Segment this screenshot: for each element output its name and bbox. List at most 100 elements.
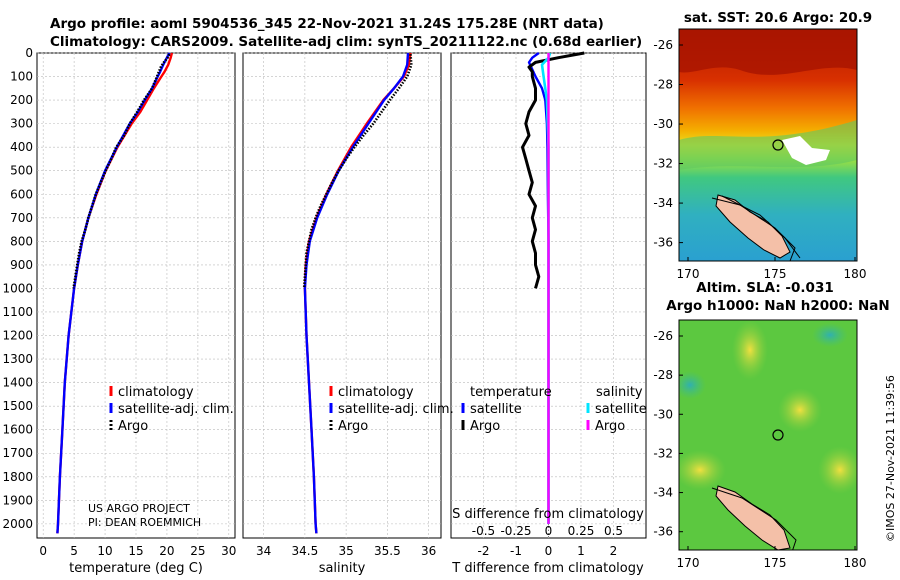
map-y-tick-label: -30	[653, 117, 673, 131]
sal-legend-argo-label: Argo	[338, 419, 368, 434]
temperature-legend: climatology satellite-adj. clim. Argo	[109, 385, 234, 434]
top-tick-label: -0.25	[500, 524, 531, 538]
x-tick-label: 35	[338, 544, 353, 558]
temperature-xlabel: temperature (deg C)	[69, 561, 203, 576]
difference-legend: temperature satellite Argo salinity sate…	[461, 385, 647, 434]
x-tick-label: 2	[610, 544, 618, 558]
legend-t-satellite-label: satellite	[470, 402, 522, 417]
difference-top-xlabel: S difference from climatology	[452, 507, 644, 522]
map-y-tick-label: -32	[653, 157, 673, 171]
sal-legend-climatology-label: climatology	[338, 385, 414, 400]
salinity-legend: climatology satellite-adj. clim. Argo	[329, 385, 454, 434]
salinity-panel-frame	[242, 52, 442, 539]
map-y-tick-label: -36	[653, 236, 673, 250]
sst-map: sat. SST: 20.6 Argo: 20.9 -26 -28 -30 -32 -3…	[653, 10, 872, 281]
sst-map-frame	[678, 28, 858, 262]
imos-stamp: ©IMOS 27-Nov-2021 11:39:56	[884, 375, 897, 542]
legend-t-argo-label: Argo	[470, 419, 500, 434]
difference-panel: -2 -1 0 1 2-0.5 -0.25 0 0.25 0.5 T difference fr…	[450, 51, 647, 576]
y-tick-label: 1000	[2, 281, 33, 295]
salinity-panel: 34 34.5 35 35.5 36 salinity climatology sate…	[242, 52, 454, 576]
map-y-tick-label: -34	[653, 196, 673, 210]
y-tick-label: 2000	[2, 517, 33, 531]
x-tick-label: 5	[70, 544, 78, 558]
sla-map-title-1: Altim. SLA: -0.031	[696, 280, 833, 296]
sst-map-title: sat. SST: 20.6 Argo: 20.9	[684, 10, 872, 26]
map-y-tick-label: -30	[653, 407, 673, 421]
map-y-tick-label: -34	[653, 486, 673, 500]
y-tick-label: 1300	[2, 352, 33, 366]
x-tick-label: 30	[221, 544, 236, 558]
y-tick-label: 900	[10, 258, 33, 272]
x-tick-label: 34	[256, 544, 271, 558]
x-tick-label: 0	[39, 544, 47, 558]
x-tick-label: 36	[421, 544, 436, 558]
series-line-climatology	[303, 52, 412, 534]
y-tick-label: 1500	[2, 399, 33, 413]
map-x-tick-label: 180	[844, 556, 867, 570]
project-note: US ARGO PROJECT	[88, 502, 190, 515]
map-y-tick-label: -28	[653, 368, 673, 382]
series-line-temperature-argo	[521, 51, 585, 289]
y-tick-label: 800	[10, 234, 33, 248]
map-y-tick-label: -36	[653, 525, 673, 539]
y-tick-label: 600	[10, 187, 33, 201]
salinity-xlabel: salinity	[319, 561, 366, 576]
y-tick-label: 400	[10, 140, 33, 154]
y-tick-label: 1600	[2, 423, 33, 437]
sla-map-title-2: Argo h1000: NaN h2000: NaN	[666, 298, 889, 314]
series-line-satellite-adj-clim-	[56, 52, 171, 534]
sla-map: Altim. SLA: -0.031 Argo h1000: NaN h2000…	[653, 280, 889, 570]
y-tick-label: 0	[25, 46, 33, 60]
series-line-argo	[72, 53, 171, 289]
y-tick-label: 1400	[2, 376, 33, 390]
legend-s-argo-label: Argo	[595, 419, 625, 434]
y-tick-label: 1100	[2, 305, 33, 319]
x-tick-label: 1	[577, 544, 585, 558]
title-line-2: Climatology: CARS2009. Satellite-adj cli…	[50, 34, 642, 50]
y-tick-label: 700	[10, 211, 33, 225]
x-tick-label: -1	[510, 544, 522, 558]
x-tick-label: 15	[128, 544, 143, 558]
map-x-tick-label: 180	[844, 267, 867, 281]
title-line-1: Argo profile: aoml 5904536_345 22-Nov-20…	[50, 16, 604, 32]
sla-map-frame	[678, 319, 858, 551]
y-tick-label: 200	[10, 93, 33, 107]
sla-float-marker	[772, 429, 784, 441]
y-tick-label: 100	[10, 70, 33, 84]
x-tick-label: 0	[545, 544, 553, 558]
map-y-tick-label: -28	[653, 78, 673, 92]
map-x-tick-label: 175	[764, 556, 787, 570]
map-x-tick-label: 170	[677, 556, 700, 570]
sst-cloud-gap	[782, 136, 830, 165]
y-tick-label: 1900	[2, 493, 33, 507]
map-x-tick-label: 170	[677, 267, 700, 281]
temperature-panel: 0 5 10 15 20 25 300100200300400500600700800900…	[2, 46, 236, 576]
legend-s-satellite-label: satellite	[595, 402, 647, 417]
x-tick-label: 34.5	[292, 544, 319, 558]
top-tick-label: 0.5	[604, 524, 623, 538]
legend-temperature-header: temperature	[470, 385, 552, 400]
x-tick-label: 10	[97, 544, 112, 558]
map-y-tick-label: -26	[653, 329, 673, 343]
y-tick-label: 1800	[2, 470, 33, 484]
difference-xlabel: T difference from climatology	[451, 561, 644, 576]
y-tick-label: 1700	[2, 446, 33, 460]
x-tick-label: 20	[159, 544, 174, 558]
legend-salinity-header: salinity	[596, 385, 643, 400]
map-y-tick-label: -26	[653, 38, 673, 52]
sst-float-marker	[772, 139, 784, 151]
top-tick-label: -0.5	[472, 524, 495, 538]
map-x-tick-label: 175	[764, 267, 787, 281]
x-tick-label: 25	[190, 544, 205, 558]
map-y-tick-label: -32	[653, 446, 673, 460]
top-tick-label: 0.25	[568, 524, 595, 538]
legend-argo-label: Argo	[118, 419, 148, 434]
series-line-satellite-adj-clim-	[303, 52, 410, 534]
y-tick-label: 1200	[2, 329, 33, 343]
pi-note: PI: DEAN ROEMMICH	[88, 516, 201, 529]
sal-legend-satellite-label: satellite-adj. clim.	[338, 402, 454, 417]
y-tick-label: 300	[10, 117, 33, 131]
x-tick-label: -2	[478, 544, 490, 558]
